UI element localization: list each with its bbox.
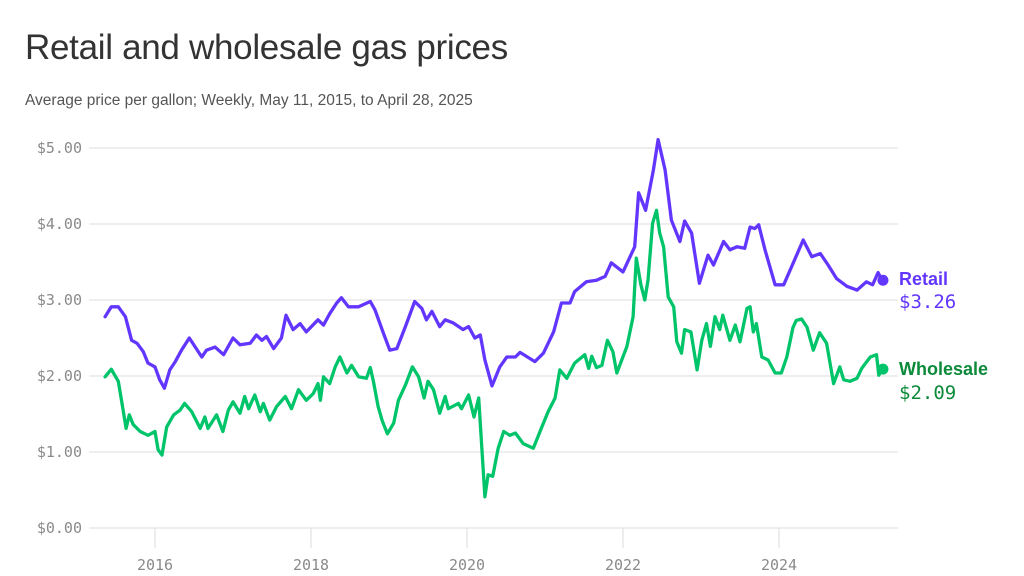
end-point-retail (877, 274, 889, 286)
y-tick-label: $1.00 (37, 443, 82, 461)
y-tick-label: $2.00 (37, 367, 82, 385)
chart-subtitle: Average price per gallon; Weekly, May 11… (25, 92, 473, 109)
x-tick-label: 2022 (605, 556, 641, 574)
series-value-wholesale: $2.09 (899, 382, 956, 404)
series-line-wholesale (103, 208, 884, 499)
y-tick-label: $4.00 (37, 215, 82, 233)
y-tick-label: $5.00 (37, 139, 82, 157)
series-label-retail: Retail (899, 269, 948, 289)
series-label-wholesale: Wholesale (899, 359, 988, 379)
end-point-wholesale (877, 363, 889, 375)
x-tick-label: 2016 (137, 556, 173, 574)
series-line-retail (103, 137, 884, 390)
x-tick-label: 2018 (293, 556, 329, 574)
x-tick-label: 2024 (761, 556, 797, 574)
chart-title: Retail and wholesale gas prices (25, 28, 508, 67)
y-tick-label: $0.00 (37, 519, 82, 537)
series-value-retail: $3.26 (899, 291, 956, 313)
y-tick-label: $3.00 (37, 291, 82, 309)
x-tick-label: 2020 (449, 556, 485, 574)
